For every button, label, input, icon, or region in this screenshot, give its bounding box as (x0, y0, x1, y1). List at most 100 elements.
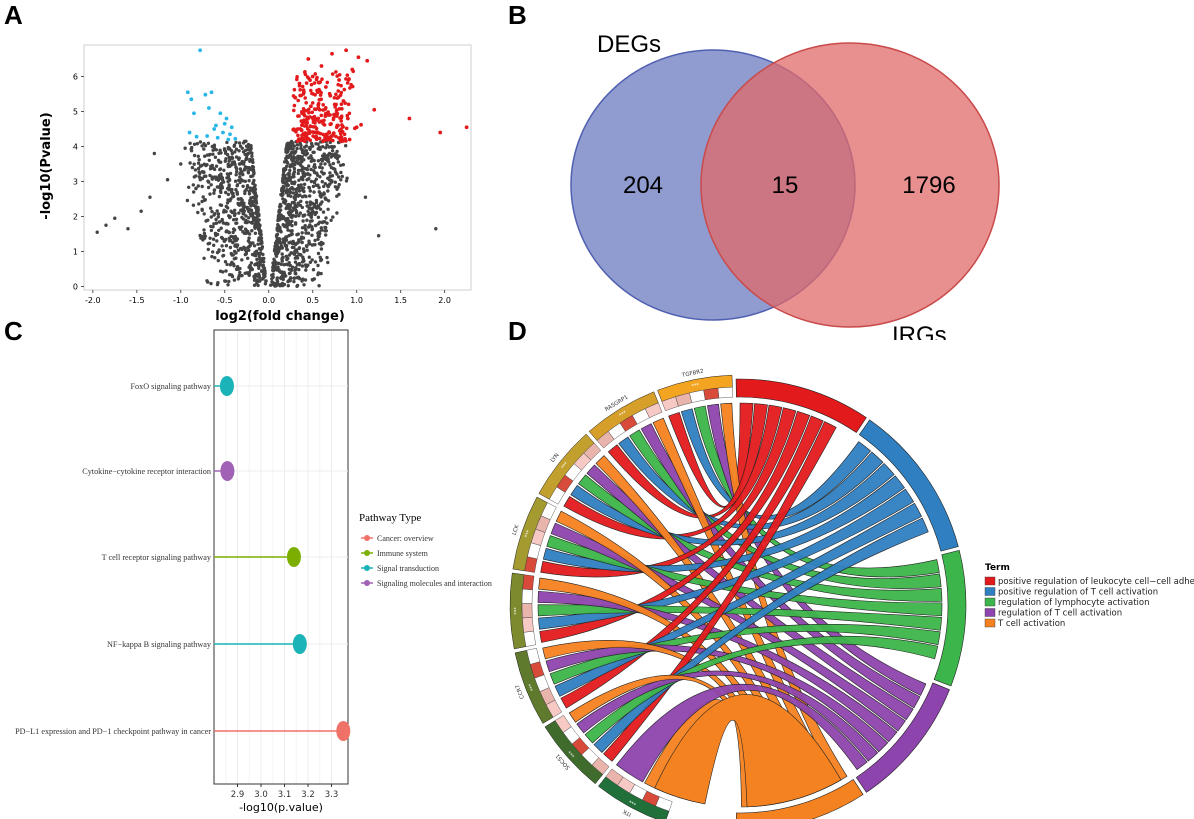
volcano-point-ns (209, 281, 213, 286)
volcano-point-ns (284, 149, 288, 153)
volcano-point-ns (239, 169, 243, 173)
volcano-point-up (310, 74, 315, 79)
chord-gene-cell (583, 442, 602, 461)
volcano-point-ns (260, 277, 265, 281)
chord-gene-mark: *** (568, 748, 578, 758)
term-legend-swatch (984, 608, 996, 617)
volcano-point-up (308, 124, 313, 128)
lollipop-dot (219, 376, 234, 396)
volcano-point-ns (320, 228, 324, 232)
volcano-point-ns (337, 175, 341, 179)
volcano-point-up (306, 131, 310, 136)
volcano-point-up (304, 81, 309, 85)
volcano-point-ns (255, 257, 259, 262)
volcano-point-ns (203, 154, 207, 158)
volcano-point-ns (277, 268, 281, 272)
volcano-point-ns (258, 278, 262, 282)
volcano-point-up (464, 125, 469, 130)
lollipop-x-ticks: 2.9 3.0 3.1 3.2 3.3 (231, 784, 339, 800)
volcano-point-ns (253, 263, 257, 267)
volcano-point-ns (292, 195, 296, 200)
volcano-point-ns (297, 240, 301, 244)
volcano-x-tick-label: -0.5 (217, 296, 233, 305)
volcano-point-ns (215, 282, 220, 287)
volcano-point-ns (218, 148, 222, 152)
volcano-point-ns (302, 152, 307, 156)
volcano-point-ns (289, 276, 293, 280)
volcano-point-ns (212, 213, 216, 217)
venn-diagram: DEGs IRGs 204 15 1796 (570, 31, 1000, 340)
lollipop-x-label: -log10(p.value) (239, 801, 323, 814)
volcano-point-up (343, 101, 348, 105)
volcano-point-ns (237, 225, 242, 230)
volcano-point-ns (217, 185, 221, 189)
pathway-legend-swatch-dot (364, 535, 370, 541)
volcano-point-ns (302, 167, 307, 171)
lollipop-category-label: FoxO signaling pathway (130, 382, 211, 391)
volcano-point-up (345, 113, 350, 118)
term-legend-title: Term (985, 563, 1010, 573)
volcano-y-tick-label: 5 (73, 108, 78, 117)
volcano-point-ns (202, 212, 206, 216)
chord-ribbon (540, 407, 797, 578)
volcano-point-ns (203, 198, 207, 202)
go-chord-diagram: TGFBR2***RASGRP1***LYN***LCK***IL7R***CC… (509, 369, 1194, 819)
volcano-point-up (341, 139, 345, 143)
volcano-point-ns (165, 178, 170, 182)
volcano-point-ns (302, 225, 307, 230)
volcano-point-ns (304, 144, 309, 148)
volcano-point-ns (272, 262, 276, 266)
volcano-point-ns (326, 189, 330, 193)
volcano-point-ns (253, 250, 257, 255)
volcano-point-ns (224, 269, 228, 273)
volcano-point-ns (290, 180, 294, 184)
volcano-point-ns (298, 211, 302, 215)
lollipop-x-tick-label: 3.3 (325, 790, 339, 800)
volcano-point-ns (294, 211, 299, 215)
volcano-point-up (312, 81, 317, 85)
volcano-point-ns (284, 238, 289, 242)
volcano-point-ns (317, 284, 321, 288)
chord-gene-cell (521, 603, 533, 619)
pathway-legend-label: Cancer: overview (377, 534, 434, 543)
volcano-x-tick-label: 1.0 (350, 296, 363, 305)
term-legend-swatch (984, 587, 996, 596)
volcano-point-up (337, 129, 342, 133)
volcano-point-ns (273, 241, 278, 245)
volcano-point-ns (317, 205, 321, 209)
volcano-point-up (328, 113, 332, 117)
volcano-point-ns (330, 174, 335, 178)
volcano-point-ns (221, 253, 226, 258)
volcano-point-down (214, 123, 218, 128)
volcano-point-ns (201, 238, 205, 242)
volcano-point-up (292, 103, 297, 108)
volcano-point-ns (233, 244, 237, 248)
volcano-point-ns (258, 257, 263, 261)
volcano-point-ns (241, 141, 246, 145)
volcano-point-ns (224, 157, 228, 161)
volcano-point-ns (309, 145, 313, 149)
volcano-point-up (339, 119, 344, 123)
venn-count-irgs-only: 1796 (902, 172, 955, 199)
volcano-point-up (311, 117, 315, 121)
chord-gene-mark: *** (560, 461, 570, 471)
volcano-point-ns (209, 164, 213, 168)
volcano-point-ns (238, 270, 242, 275)
volcano-point-ns (294, 190, 298, 194)
volcano-point-ns (241, 204, 245, 208)
volcano-point-ns (335, 149, 339, 154)
volcano-point-ns (286, 256, 290, 261)
pathway-legend-title: Pathway Type (359, 512, 421, 524)
volcano-point-ns (326, 176, 330, 180)
volcano-point-ns (246, 147, 250, 152)
volcano-point-up (304, 120, 309, 125)
volcano-point-up (347, 111, 352, 116)
volcano-point-ns (322, 184, 326, 189)
pathway-legend-swatch-dot (364, 550, 370, 556)
volcano-point-ns (225, 229, 229, 233)
volcano-point-ns (322, 171, 326, 176)
volcano-point-ns (244, 188, 248, 192)
volcano-point-ns (207, 158, 211, 162)
volcano-point-ns (195, 142, 199, 146)
volcano-point-ns (234, 256, 238, 260)
